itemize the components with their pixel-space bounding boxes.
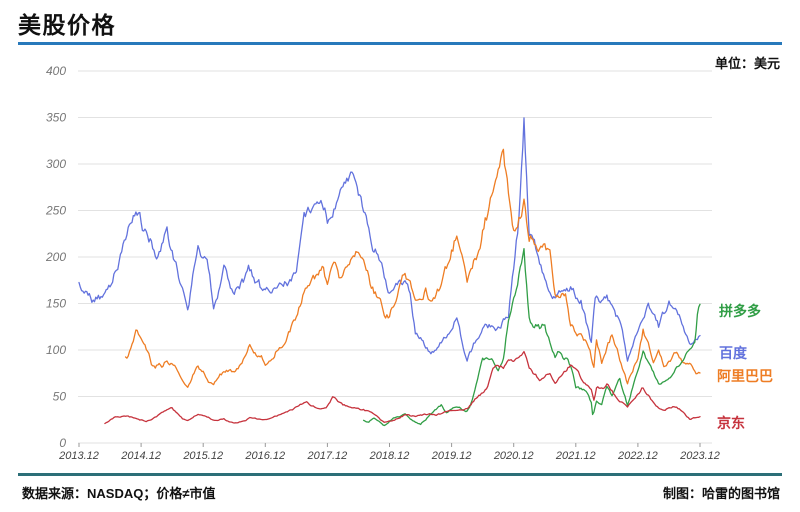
series-line-pdd <box>362 247 701 427</box>
credit-note: 制图：哈雷的图书馆 <box>662 486 780 501</box>
legend-label-pdd: 拼多多 <box>719 303 761 319</box>
y-axis-tick-label: 100 <box>46 343 66 357</box>
x-axis-tick-label: 2021.12 <box>555 450 596 462</box>
y-axis-tick-label: 400 <box>46 64 66 78</box>
x-axis-tick-label: 2015.12 <box>182 450 223 462</box>
y-axis-tick-label: 0 <box>59 436 66 450</box>
x-axis-tick-label: 2014.12 <box>120 450 161 462</box>
series-line-baidu <box>78 117 701 362</box>
x-axis-tick-label: 2013.12 <box>58 450 99 462</box>
legend-label-jd: 京东 <box>717 415 745 431</box>
y-axis-tick-label: 350 <box>46 111 66 125</box>
x-axis-tick-label: 2019.12 <box>431 450 472 462</box>
series-line-jd <box>104 350 701 425</box>
series-line-alibaba <box>124 148 701 388</box>
y-axis-tick-label: 150 <box>46 297 66 311</box>
data-source-note: 数据来源：NASDAQ；价格≠市值 <box>22 486 216 501</box>
gridlines: 0 50 100 150 200 250 300 350 400 <box>45 64 712 450</box>
x-axis-tick-label: 2020.12 <box>493 450 534 462</box>
x-axis-tick-label: 2023.12 <box>679 450 720 462</box>
title-underline <box>18 42 782 45</box>
x-axis-tick-label: 2022.12 <box>617 450 658 462</box>
x-axis-tick-label: 2018.12 <box>369 450 410 462</box>
unit-label: 单位：美元 <box>714 56 780 71</box>
y-axis-tick-label: 200 <box>45 250 66 264</box>
legend-label-baidu: 百度 <box>719 345 747 361</box>
x-axis-tick-label: 2017.12 <box>307 450 348 462</box>
x-axis-tick-label: 2016.12 <box>244 450 285 462</box>
y-axis-tick-label: 300 <box>46 157 66 171</box>
x-axis: 2013.12 2014.12 2015.12 2016.12 2017.12 2018.… <box>58 443 720 462</box>
footer-divider <box>18 473 782 476</box>
y-axis-tick-label: 250 <box>45 204 66 218</box>
legend-label-alibaba: 阿里巴巴 <box>717 368 773 384</box>
y-axis-tick-label: 50 <box>53 390 67 404</box>
page-title: 美股价格 <box>18 12 116 38</box>
